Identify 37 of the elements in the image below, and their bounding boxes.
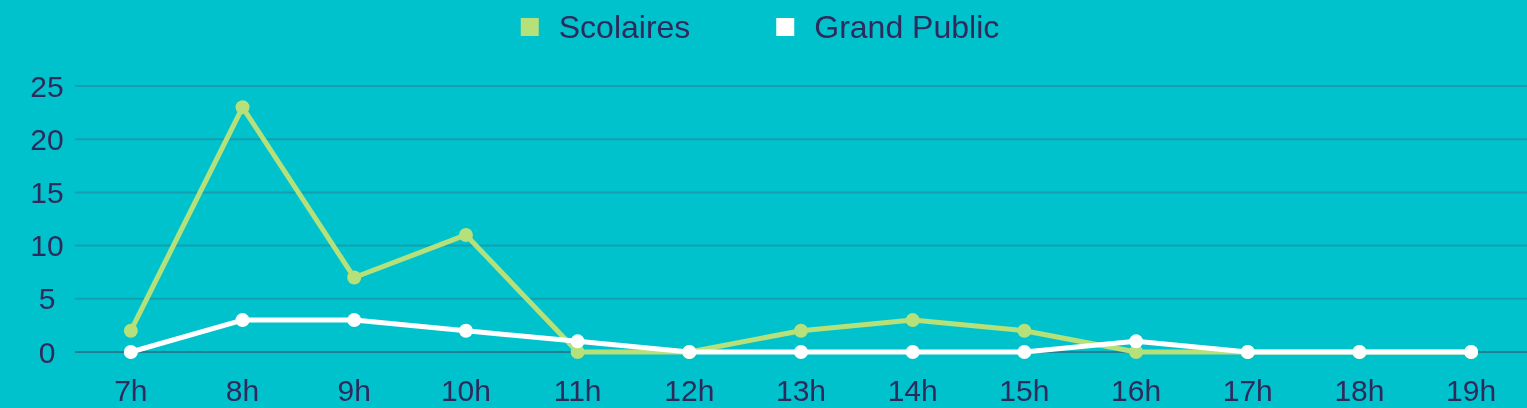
point (347, 270, 362, 285)
y-tick-label: 5 (38, 282, 56, 316)
point (905, 313, 920, 328)
x-tick-label: 9h (337, 373, 371, 407)
x-tick-label: 8h (225, 373, 260, 407)
y-tick-label: 0 (38, 335, 56, 369)
y-tick-label: 20 (30, 122, 64, 156)
x-tick-label: 16h (1111, 373, 1162, 407)
x-tick-label: 12h (664, 373, 715, 407)
point (1129, 334, 1144, 349)
point (905, 345, 920, 359)
x-tick-label: 10h (440, 373, 491, 407)
point (458, 323, 473, 338)
point (123, 345, 138, 359)
point (235, 100, 250, 115)
x-tick-label: 15h (999, 373, 1050, 407)
point (570, 334, 585, 349)
legend-label: Grand Public (814, 9, 1000, 45)
y-tick-label: 25 (30, 69, 64, 103)
point (458, 227, 473, 242)
point (1017, 323, 1032, 338)
point (794, 345, 808, 359)
legend-label: Scolaires (558, 9, 691, 45)
x-tick-label: 7h (114, 373, 148, 407)
point (235, 313, 250, 328)
point (794, 323, 808, 338)
x-tick-label: 18h (1334, 373, 1385, 407)
point (123, 323, 138, 338)
x-tick-label: 19h (1446, 373, 1497, 407)
x-tick-label: 13h (775, 373, 827, 407)
point (347, 313, 362, 328)
y-tick-label: 15 (30, 175, 64, 209)
y-tick-label: 10 (30, 229, 64, 263)
x-tick-label: 11h (553, 373, 602, 407)
x-tick-label: 14h (887, 373, 938, 407)
x-tick-label: 17h (1222, 373, 1273, 407)
point (1017, 345, 1032, 359)
